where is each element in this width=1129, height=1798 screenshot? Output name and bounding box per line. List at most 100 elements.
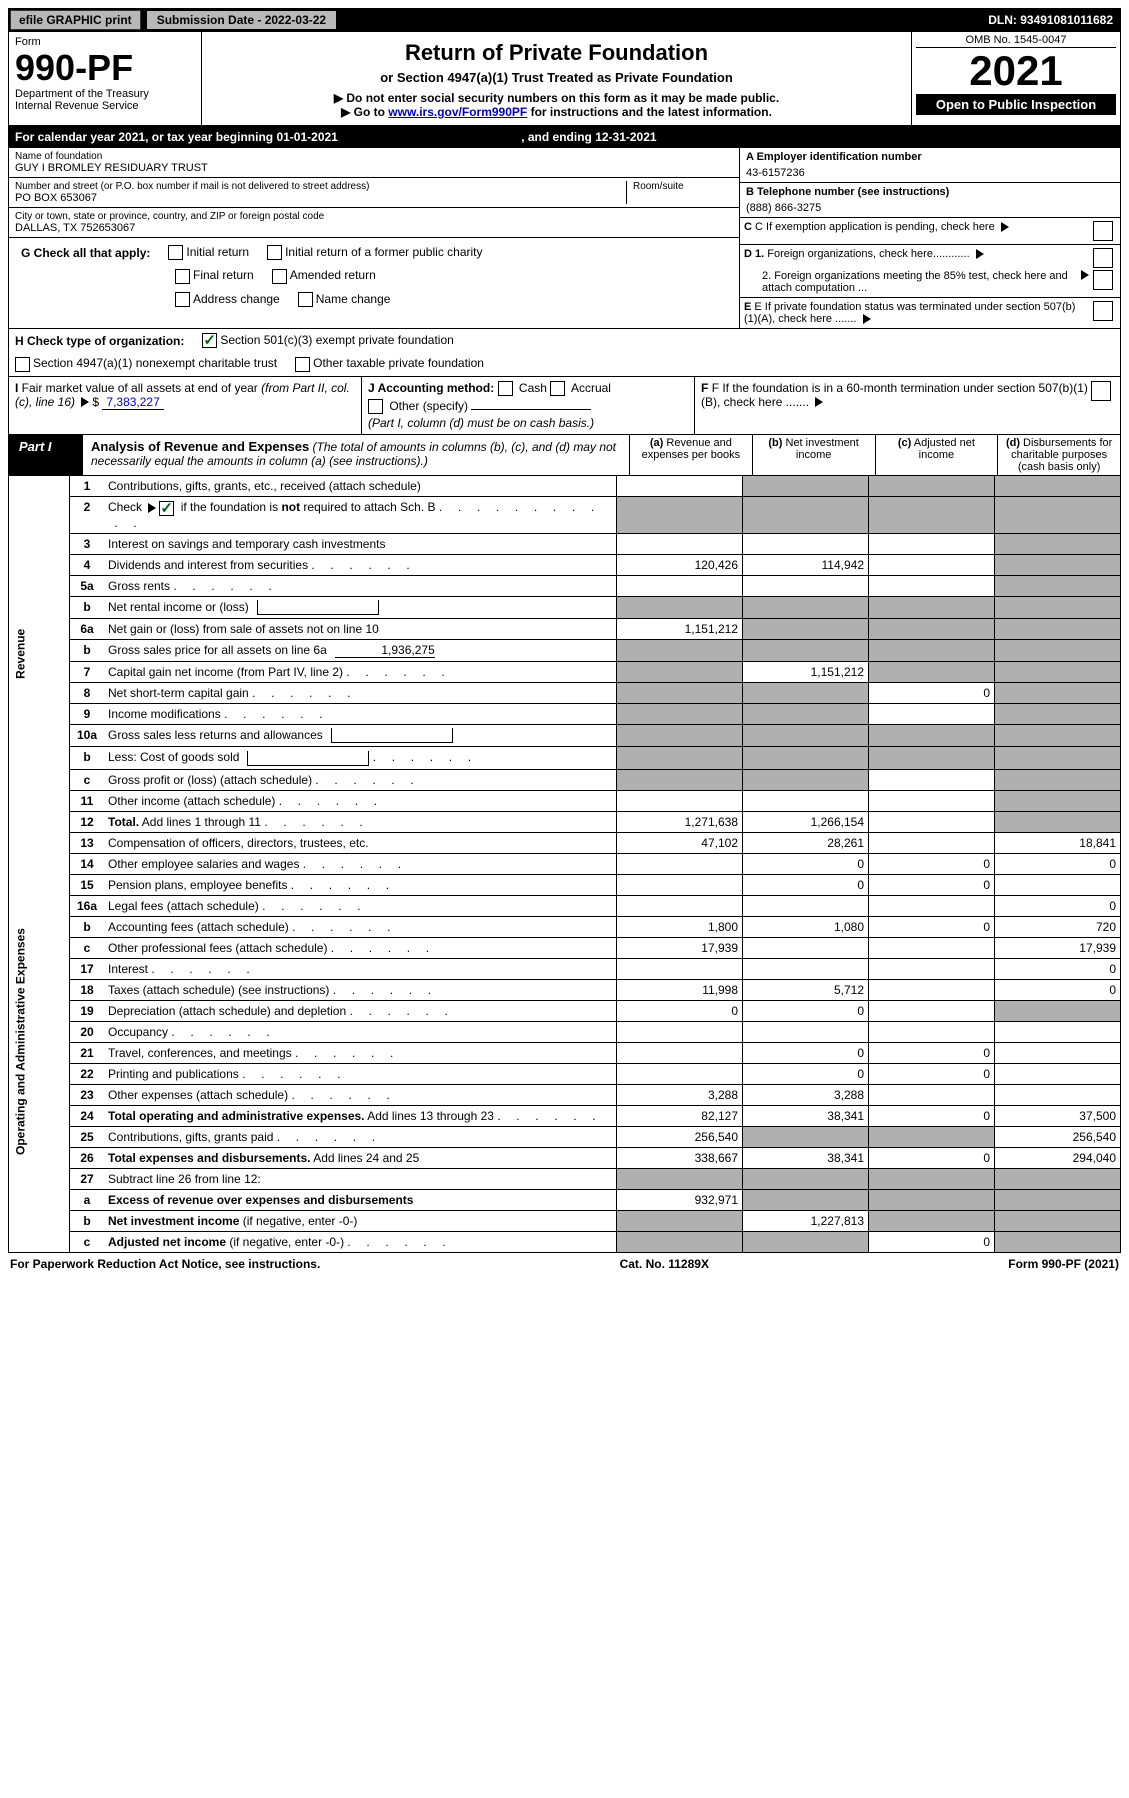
submission-date: Submission Date - 2022-03-22 (147, 11, 336, 29)
cell-shaded (743, 769, 869, 790)
cell-shaded (995, 747, 1121, 769)
line-desc: Net investment income (if negative, ente… (104, 1210, 617, 1231)
line-desc: Net gain or (loss) from sale of assets n… (104, 618, 617, 639)
cell-shaded (617, 1231, 743, 1252)
line-desc: Total operating and administrative expen… (104, 1105, 617, 1126)
line-desc: Travel, conferences, and meetings . . . … (104, 1042, 617, 1063)
line-number: 1 (70, 476, 105, 497)
checkbox-initial[interactable] (168, 245, 183, 260)
cell-shaded (869, 1189, 995, 1210)
table-row: b Net rental income or (loss) (9, 596, 1121, 618)
cell-shaded (617, 769, 743, 790)
cell-value (743, 895, 869, 916)
line-number: a (70, 1189, 105, 1210)
table-row: 4 Dividends and interest from securities… (9, 554, 1121, 575)
efile-print-button[interactable]: efile GRAPHIC print (10, 10, 141, 30)
checkbox-final[interactable] (175, 269, 190, 284)
line-desc: Interest on savings and temporary cash i… (104, 533, 617, 554)
checkbox-other-tax[interactable] (295, 357, 310, 372)
phone-value: (888) 866-3275 (746, 202, 1114, 214)
table-row: 27 Subtract line 26 from line 12: (9, 1168, 1121, 1189)
arrow-icon (815, 397, 823, 407)
cell-value: 47,102 (617, 832, 743, 853)
omb-number: OMB No. 1545-0047 (916, 34, 1116, 48)
col-b-head: (b) Net investment income (753, 435, 876, 475)
j-accrual: Accrual (571, 381, 611, 395)
line-desc: Income modifications . . . . . . (104, 703, 617, 724)
cell-shaded (869, 661, 995, 682)
line-number: 24 (70, 1105, 105, 1126)
table-row: 24 Total operating and administrative ex… (9, 1105, 1121, 1126)
dln-number: DLN: 93491081011682 (988, 13, 1119, 27)
checkbox-d2[interactable] (1093, 270, 1113, 290)
cell-value: 5,712 (743, 979, 869, 1000)
table-row: b Accounting fees (attach schedule) . . … (9, 916, 1121, 937)
table-row: Operating and Administrative Expenses 13… (9, 832, 1121, 853)
cell-shaded (743, 703, 869, 724)
line-desc: Interest . . . . . . (104, 958, 617, 979)
cell-value (995, 1084, 1121, 1105)
checkbox-4947[interactable] (15, 357, 30, 372)
cell-shaded (869, 1210, 995, 1231)
cell-shaded (743, 1168, 869, 1189)
line-desc: Other expenses (attach schedule) . . . .… (104, 1084, 617, 1105)
g-final: Final return (193, 268, 254, 282)
cell-value: 1,800 (617, 916, 743, 937)
checkbox-amended[interactable] (272, 269, 287, 284)
g-amended: Amended return (290, 268, 376, 282)
form-header: Form 990-PF Department of the Treasury I… (8, 32, 1121, 126)
line-desc: Adjusted net income (if negative, enter … (104, 1231, 617, 1252)
cell-shaded (743, 724, 869, 746)
table-row: 17 Interest . . . . . . 0 (9, 958, 1121, 979)
part1-title: Analysis of Revenue and Expenses (91, 439, 309, 454)
foundation-city: DALLAS, TX 752653067 (15, 222, 733, 234)
checkbox-cash[interactable] (498, 381, 513, 396)
main-table: Revenue 1 Contributions, gifts, grants, … (8, 476, 1121, 1252)
cell-value: 0 (617, 1000, 743, 1021)
cell-value: 0 (869, 916, 995, 937)
cell-value (869, 575, 995, 596)
checkbox-initial-former[interactable] (267, 245, 282, 260)
cell-shaded (995, 476, 1121, 497)
open-public-badge: Open to Public Inspection (916, 94, 1116, 115)
side-label: Revenue (9, 476, 70, 832)
form-link[interactable]: www.irs.gov/Form990PF (388, 105, 527, 119)
checkbox-c[interactable] (1093, 221, 1113, 241)
cell-shaded (743, 1126, 869, 1147)
cell-value: 18,841 (995, 832, 1121, 853)
phone-cell: B Telephone number (see instructions) (8… (740, 183, 1120, 218)
i-value: 7,383,227 (102, 395, 163, 410)
table-row: 14 Other employee salaries and wages . .… (9, 853, 1121, 874)
line-number: 23 (70, 1084, 105, 1105)
form-number: 990-PF (15, 50, 195, 86)
checkbox-d1[interactable] (1093, 248, 1113, 268)
cell-shaded (617, 724, 743, 746)
checkbox-schb[interactable] (159, 501, 174, 516)
checkbox-other-method[interactable] (368, 399, 383, 414)
cell-shaded (617, 1210, 743, 1231)
cell-value: 0 (869, 1231, 995, 1252)
line-desc: Contributions, gifts, grants paid . . . … (104, 1126, 617, 1147)
line-number: b (70, 747, 105, 769)
f-cell: F F If the foundation is in a 60-month t… (695, 377, 1120, 435)
table-row: 2 Check if the foundation is not require… (9, 497, 1121, 533)
tax-year: 2021 (916, 50, 1116, 92)
checkbox-501c3[interactable] (202, 333, 217, 348)
name-label: Name of foundation (15, 151, 733, 162)
checkbox-e[interactable] (1093, 301, 1113, 321)
h-501c3: Section 501(c)(3) exempt private foundat… (220, 333, 453, 347)
cell-shaded (743, 747, 869, 769)
cell-shaded (617, 703, 743, 724)
cell-value: 0 (743, 1000, 869, 1021)
checkbox-name-change[interactable] (298, 292, 313, 307)
line-number: 9 (70, 703, 105, 724)
instr2-pre: ▶ Go to (341, 105, 388, 119)
cell-value (869, 1084, 995, 1105)
table-row: 20 Occupancy . . . . . . (9, 1021, 1121, 1042)
table-row: 10a Gross sales less returns and allowan… (9, 724, 1121, 746)
checkbox-accrual[interactable] (550, 381, 565, 396)
checkbox-f[interactable] (1091, 381, 1111, 401)
cell-shaded (995, 1189, 1121, 1210)
cell-value: 17,939 (617, 937, 743, 958)
checkbox-addr-change[interactable] (175, 292, 190, 307)
